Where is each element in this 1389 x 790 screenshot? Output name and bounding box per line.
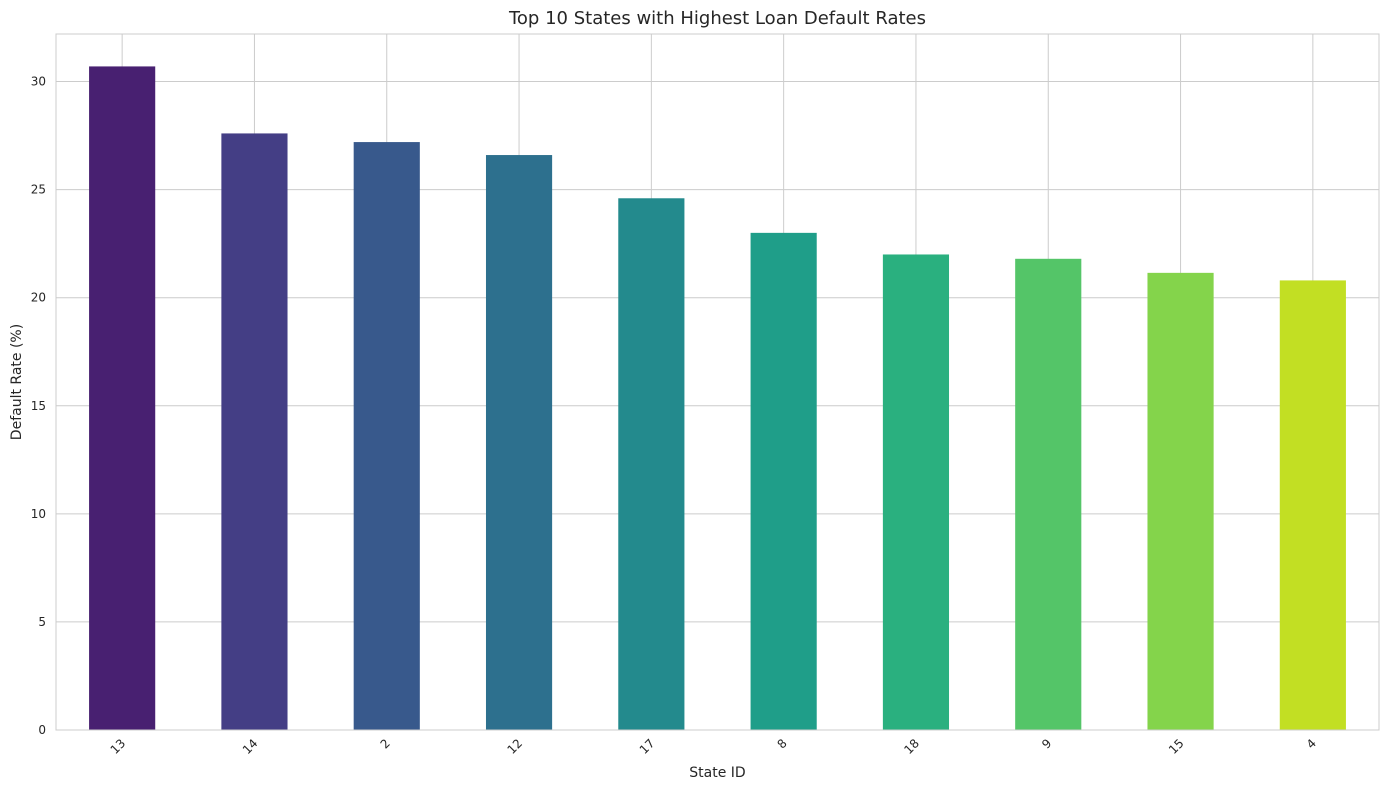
y-tick-labels: 0 5 10 15 20 25 30 [31,75,46,737]
bar-state-17 [618,198,685,730]
y-axis-label: Default Rate (%) [9,324,25,440]
bar-state-14 [221,133,288,730]
bar-state-4 [1279,280,1346,730]
x-tick-label: 18 [901,736,922,757]
y-tick-label: 20 [31,291,46,305]
x-axis-label: State ID [689,765,745,781]
y-tick-label: 10 [31,507,46,521]
y-tick-label: 30 [31,75,46,89]
bar-state-8 [750,232,817,730]
x-tick-label: 15 [1166,736,1187,757]
bar-state-18 [882,254,950,730]
x-tick-label: 13 [108,736,129,757]
y-tick-label: 25 [31,183,46,197]
x-tick-label: 2 [378,736,393,751]
x-tick-label: 9 [1039,736,1054,751]
x-tick-label: 8 [774,736,789,751]
bar-state-9 [1015,258,1082,730]
bar-state-2 [353,142,420,731]
y-tick-label: 0 [38,723,46,737]
y-tick-label: 15 [31,399,46,413]
bar-state-15 [1147,272,1214,730]
bars [89,66,1346,731]
x-tick-label: 17 [637,736,658,757]
x-tick-label: 4 [1304,736,1319,751]
x-tick-label: 14 [240,736,261,757]
bar-state-12 [485,155,553,731]
bar-state-13 [89,66,156,730]
x-tick-labels: 13 14 2 12 17 8 18 9 15 4 [108,736,1319,757]
x-tick-label: 12 [504,736,525,757]
chart-title: Top 10 States with Highest Loan Default … [508,8,926,29]
y-tick-label: 5 [38,615,46,629]
plot-frame [55,33,1380,731]
